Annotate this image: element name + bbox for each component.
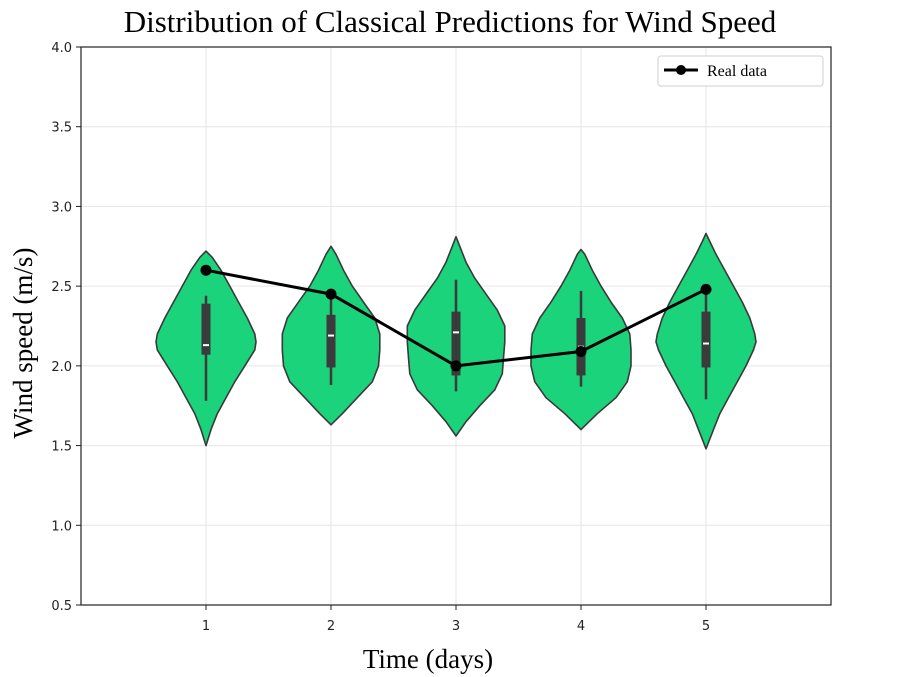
- y-tick-label: 2.0: [51, 360, 72, 375]
- real-data-point: [575, 346, 587, 358]
- legend: Real data: [657, 55, 824, 87]
- x-tick-label: 4: [577, 619, 585, 634]
- x-axis-ticks: 1 2 3 4 5: [202, 605, 710, 634]
- x-tick-label: 2: [327, 619, 335, 634]
- y-tick-label: 1.5: [51, 440, 72, 455]
- y-tick-label: 0.5: [51, 599, 72, 614]
- x-axis-label: Time (days): [363, 644, 493, 674]
- violin-box: [451, 311, 461, 376]
- violin-day-2: [281, 245, 381, 426]
- y-axis-ticks: 0.5 1.0 1.5 2.0 2.5 3.0 3.5 4.0: [51, 41, 81, 614]
- real-data-point: [325, 288, 337, 300]
- legend-marker: [676, 65, 686, 75]
- x-tick-label: 1: [202, 619, 210, 634]
- y-axis-label: Wind speed (m/s): [8, 248, 38, 439]
- real-data-series: [200, 264, 712, 372]
- y-tick-label: 3.5: [51, 121, 72, 136]
- violin-day-3: [406, 235, 506, 437]
- violin-box: [201, 303, 211, 355]
- x-tick-label: 5: [702, 619, 710, 634]
- violin-day-5: [655, 232, 757, 450]
- violin-day-4: [530, 248, 632, 431]
- legend-box: [657, 55, 824, 87]
- legend-label-real-data: Real data: [707, 63, 767, 80]
- real-data-point: [450, 360, 462, 372]
- violin-box: [701, 311, 711, 368]
- y-tick-label: 1.0: [51, 519, 72, 534]
- real-data-point: [700, 283, 712, 295]
- y-tick-label: 3.0: [51, 200, 72, 215]
- violin-day-1: [155, 250, 257, 447]
- violin-box: [326, 314, 336, 368]
- x-tick-label: 3: [452, 619, 460, 634]
- real-data-point: [200, 264, 212, 276]
- chart-title: Distribution of Classical Predictions fo…: [124, 4, 777, 39]
- violins: [155, 232, 757, 450]
- y-tick-label: 2.5: [51, 280, 72, 295]
- y-tick-label: 4.0: [51, 41, 72, 56]
